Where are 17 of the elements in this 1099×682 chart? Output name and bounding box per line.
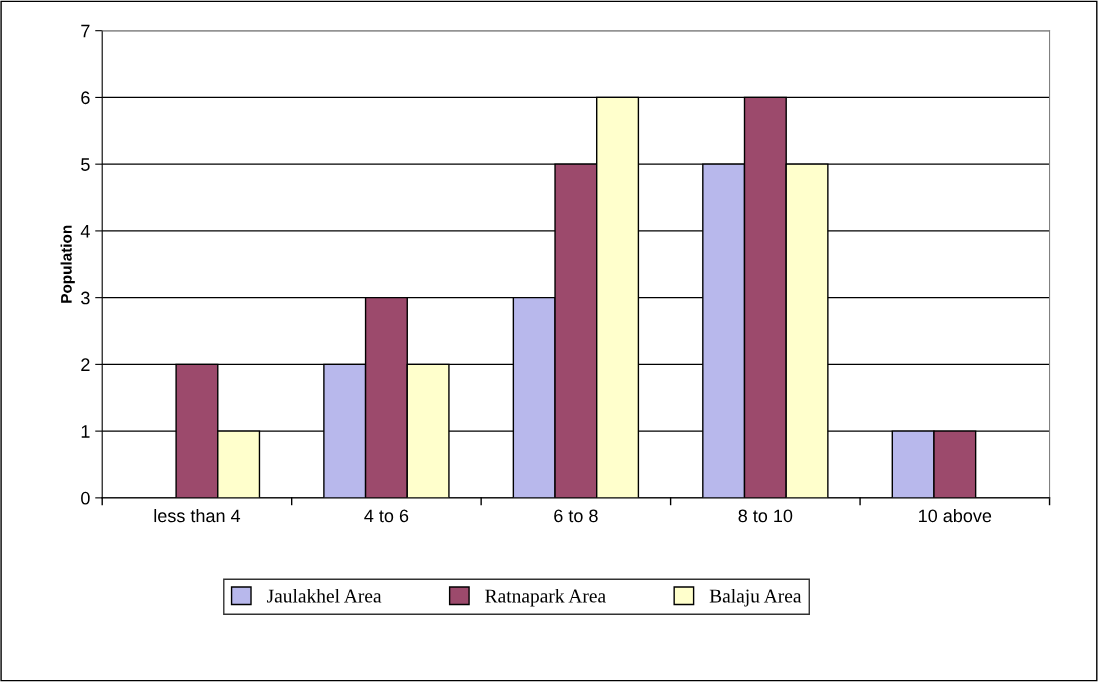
y-axis-title: Population bbox=[60, 225, 75, 303]
y-tick-label: 5 bbox=[81, 158, 90, 171]
y-tick-label: 4 bbox=[80, 225, 90, 238]
y-tick-label: 6 bbox=[81, 91, 90, 105]
x-tick-label: 10 above bbox=[919, 508, 992, 523]
x-tick-label: 6 to 8 bbox=[554, 509, 598, 523]
y-tick-label: 3 bbox=[81, 291, 90, 305]
legend-label: Ratnapark Area bbox=[485, 588, 606, 607]
y-tick-label: 2 bbox=[81, 358, 90, 371]
legend-label: Balaju Area bbox=[709, 588, 802, 607]
x-tick-label: 8 to 10 bbox=[738, 509, 793, 523]
y-tick-label: 7 bbox=[81, 24, 90, 38]
y-tick-label: 1 bbox=[81, 425, 90, 438]
x-tick-label: 4 to 6 bbox=[364, 509, 409, 523]
y-tick-label: 0 bbox=[81, 491, 90, 505]
x-tick-label: less than 4 bbox=[154, 508, 241, 523]
legend-label: Jaulakhel Area bbox=[266, 588, 382, 603]
